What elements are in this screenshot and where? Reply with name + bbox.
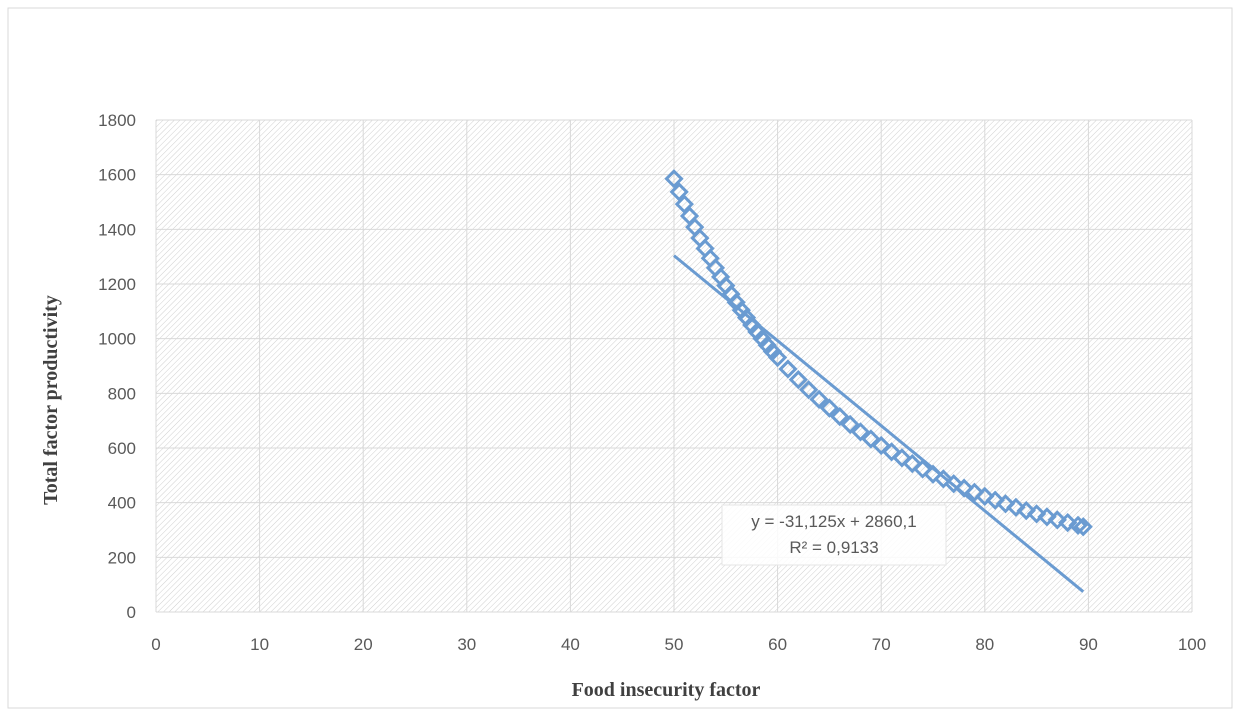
y-tick-label: 400 (108, 494, 136, 513)
y-tick-label: 1600 (98, 166, 136, 185)
y-tick-label: 200 (108, 548, 136, 567)
x-tick-label: 20 (354, 635, 373, 654)
data-point (964, 482, 985, 502)
y-tick-label: 800 (108, 384, 136, 403)
data-point (1016, 500, 1036, 521)
x-tick-label: 60 (768, 635, 787, 654)
x-tick-label: 80 (975, 635, 994, 654)
y-tick-label: 1200 (98, 275, 136, 294)
data-point (1037, 507, 1057, 527)
data-point (778, 359, 798, 379)
x-tick-label: 0 (151, 635, 160, 654)
data-point (892, 448, 912, 468)
data-point (881, 442, 902, 462)
data-point (736, 307, 757, 328)
data-point (788, 370, 808, 390)
x-tick-label: 100 (1178, 635, 1206, 654)
data-point (840, 414, 860, 435)
x-tick-labels: 0 10 20 30 40 50 60 70 80 90 100 (151, 635, 1206, 654)
y-tick-labels: 0 200 400 600 800 1000 1200 1400 1600 1800 (98, 111, 136, 622)
x-axis-title: Food insecurity factor (572, 679, 761, 701)
data-point (1058, 512, 1078, 533)
trendline-label-box (721, 504, 947, 566)
y-tick-label: 0 (127, 603, 136, 622)
x-tick-label: 50 (665, 635, 684, 654)
data-point (1068, 515, 1088, 535)
data-point (913, 459, 933, 479)
data-point (819, 398, 840, 418)
trendline (673, 254, 1085, 593)
trendline-r-squared: R² = 0,9133 (789, 538, 878, 557)
x-tick-label: 90 (1079, 635, 1098, 654)
x-tick-label: 70 (872, 635, 891, 654)
data-point (809, 389, 829, 409)
trendline-equation: y = -31,125x + 2860,1 (751, 512, 916, 531)
data-point (933, 469, 953, 489)
y-tick-label: 600 (108, 439, 136, 458)
y-axis-title: Total factor productivity (40, 295, 62, 505)
data-point (975, 486, 995, 507)
data-point (985, 490, 1005, 510)
y-tick-label: 1800 (98, 111, 136, 130)
x-tick-label: 40 (561, 635, 580, 654)
data-point (767, 347, 788, 368)
data-point (871, 435, 891, 456)
x-tick-label: 30 (457, 635, 476, 654)
y-tick-label: 1400 (98, 220, 136, 239)
data-point (861, 429, 881, 449)
y-tick-label: 1000 (98, 330, 136, 349)
trendline-label: y = -31,125x + 2860,1 R² = 0,9133 (721, 504, 947, 566)
data-point (664, 169, 684, 189)
data-point (799, 380, 819, 400)
data-point (1006, 497, 1026, 517)
data-point (830, 406, 850, 427)
data-point (902, 453, 922, 474)
data-point (995, 494, 1016, 514)
data-point (1047, 510, 1067, 530)
data-point (669, 182, 689, 202)
data-point (1073, 517, 1093, 537)
data-point (1026, 504, 1047, 524)
x-tick-label: 10 (250, 635, 269, 654)
data-point (850, 422, 871, 442)
